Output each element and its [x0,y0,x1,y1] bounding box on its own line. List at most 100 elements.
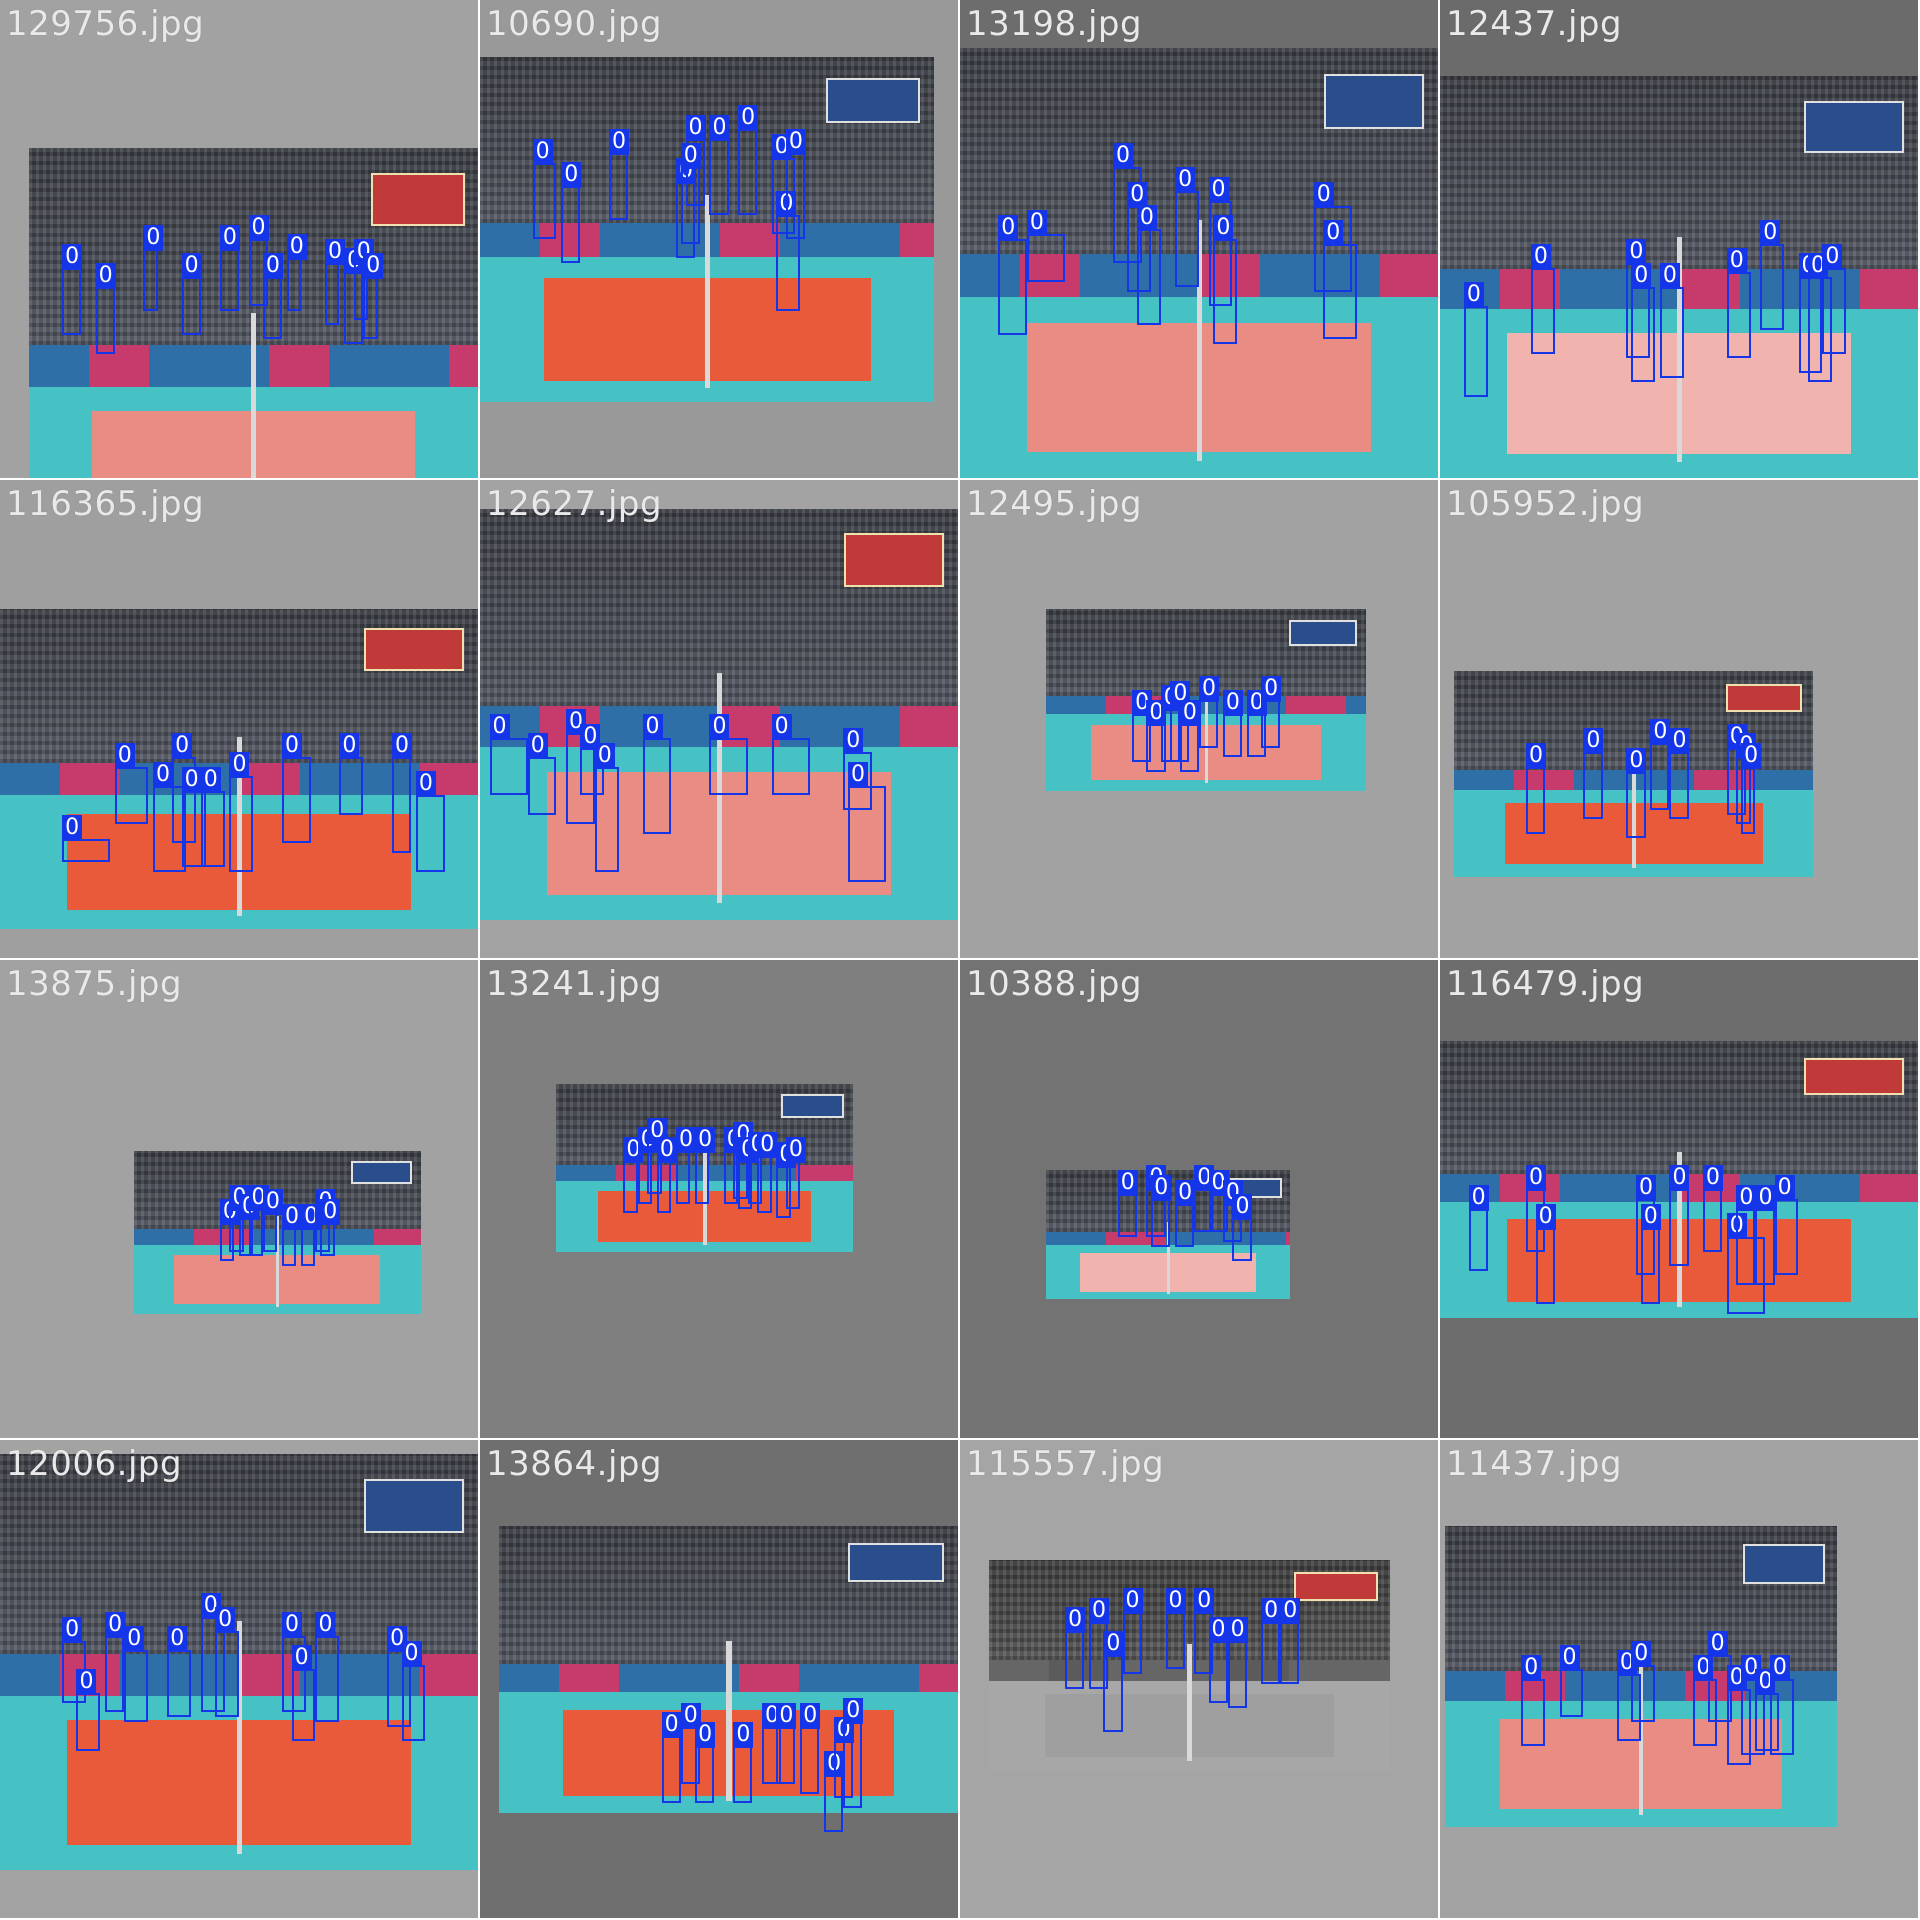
tile-filename: 13198.jpg [966,4,1143,44]
image-tile[interactable]: 0 0 0 0 0 0 0 0 0 0 11437.jpg [1440,1440,1918,1918]
detection-box: 0 [685,114,706,206]
image-tile[interactable]: 0 0 0 0 0 0 0 0 0 0 0 0 12006.jpg [0,1440,478,1918]
class-label: 0 [1179,699,1200,726]
class-label: 0 [843,728,864,755]
detection-box: 0 [282,1611,306,1713]
class-label: 0 [1208,1616,1229,1643]
detection-box: 0 [998,215,1027,335]
detection-box: 0 [1261,675,1282,748]
class-label: 0 [1559,1645,1580,1672]
image-tile[interactable]: 0000000010388.jpg [960,960,1438,1438]
image-tile[interactable]: 00000000013875.jpg [0,960,478,1438]
detection-box: 0 [695,1721,716,1804]
volleyball-photo [988,1559,1391,1770]
tile-filename: 129756.jpg [6,4,205,44]
class-label: 0 [262,253,283,280]
image-tile[interactable]: 0 0 0 0 0 0 0 0 0 0 0 116479.jpg [1440,960,1918,1438]
detection-box: 0 [1640,1203,1661,1305]
class-label: 0 [62,814,83,841]
image-tile[interactable]: 000000000000013241.jpg [480,960,958,1438]
detection-box: 0 [282,733,311,844]
volleyball-photo [480,508,958,920]
detection-box: 0 [1659,262,1684,378]
class-label: 0 [315,1611,336,1638]
class-label: 0 [1222,690,1243,717]
detection-box: 0 [1635,1175,1656,1276]
detection-box: 0 [1583,728,1604,820]
detection-box: 0 [248,215,269,306]
class-label: 0 [1280,1597,1301,1624]
class-label: 0 [1741,742,1762,769]
detection-box: 0 [1132,690,1153,763]
class-label: 0 [685,114,706,141]
detection-box: 0 [219,224,240,311]
score-bug [1804,1057,1904,1096]
image-tile[interactable]: 0 0 0 0 0 0 0 0 0 0 13198.jpg [960,0,1438,478]
class-label: 0 [95,262,116,289]
class-label: 0 [325,238,346,265]
image-tile[interactable]: 0 0 0 0 0 0 0 0 0 0 115557.jpg [960,1440,1438,1918]
class-label: 0 [1726,248,1747,275]
class-label: 0 [1232,1194,1253,1221]
class-label: 0 [1127,181,1148,208]
volleyball-photo [960,47,1438,478]
class-label: 0 [229,752,250,779]
volleyball-photo [28,148,478,478]
net-post [1204,681,1209,784]
tile-filename: 11437.jpg [1446,1444,1623,1484]
class-label: 0 [675,1127,696,1154]
image-tile[interactable]: 000000000000129756.jpg [0,0,478,478]
tile-filename: 10388.jpg [966,964,1143,1004]
net-post [1676,1152,1683,1308]
class-label: 0 [1112,143,1133,170]
detection-box: 0 [1822,243,1847,354]
class-label: 0 [282,733,303,760]
detection-box: 0 [594,742,619,872]
class-label: 0 [62,1616,83,1643]
class-label: 0 [1736,1184,1757,1211]
detection-box: 0 [1669,728,1690,820]
detection-box: 0 [1468,1184,1489,1271]
detection-box: 0 [167,1626,192,1718]
detection-box: 0 [623,1136,644,1214]
detection-box: 0 [1736,1184,1757,1286]
image-tile[interactable]: 0 0 0 0 0 0 0 0 0 0 0 116365.jpg [0,480,478,958]
detection-box: 0 [1313,181,1352,292]
class-label: 0 [1213,215,1234,241]
detection-box: 0 [695,1127,716,1204]
class-label: 0 [1659,262,1680,289]
detection-box: 0 [532,138,557,239]
class-label: 0 [1151,1175,1172,1201]
detection-box: 0 [262,253,283,340]
detection-box: 0 [785,1136,806,1209]
detection-box: 0 [152,761,187,872]
detection-box: 0 [114,742,149,825]
detection-box: 0 [1669,1165,1690,1266]
class-label: 0 [363,253,384,280]
net-post [1166,1221,1170,1295]
detection-box: 0 [1521,1655,1546,1746]
detection-box: 0 [776,1702,797,1785]
volleyball-photo [499,1526,958,1813]
image-tile[interactable]: 000000000012437.jpg [1440,0,1918,478]
score-bug [1804,100,1904,153]
image-tile[interactable]: 00000000105952.jpg [1440,480,1918,958]
detection-box: 0 [1232,1194,1253,1262]
detection-box: 0 [647,1117,668,1195]
detection-box: 0 [1769,1655,1794,1756]
detection-box: 0 [1760,219,1785,330]
image-tile[interactable]: 0 0 0 0 0 0 0 0 0 0 12627.jpg [480,480,958,958]
image-tile[interactable]: 0 0 0 0 0 0 0 0 0 0 13864.jpg [480,1440,958,1918]
volleyball-photo [480,57,935,402]
detection-box: 0 [1626,747,1647,839]
class-label: 0 [776,1702,797,1729]
class-label: 0 [489,714,510,741]
volleyball-photo [133,1151,421,1314]
class-label: 0 [1526,742,1547,769]
score-bug [370,172,465,227]
class-label: 0 [1521,1655,1542,1681]
detection-box: 0 [771,714,810,796]
image-tile[interactable]: 0 0 0 0 0 0 0 0 0 0 0 10690.jpg [480,0,958,478]
image-tile[interactable]: 00000000012495.jpg [960,480,1438,958]
